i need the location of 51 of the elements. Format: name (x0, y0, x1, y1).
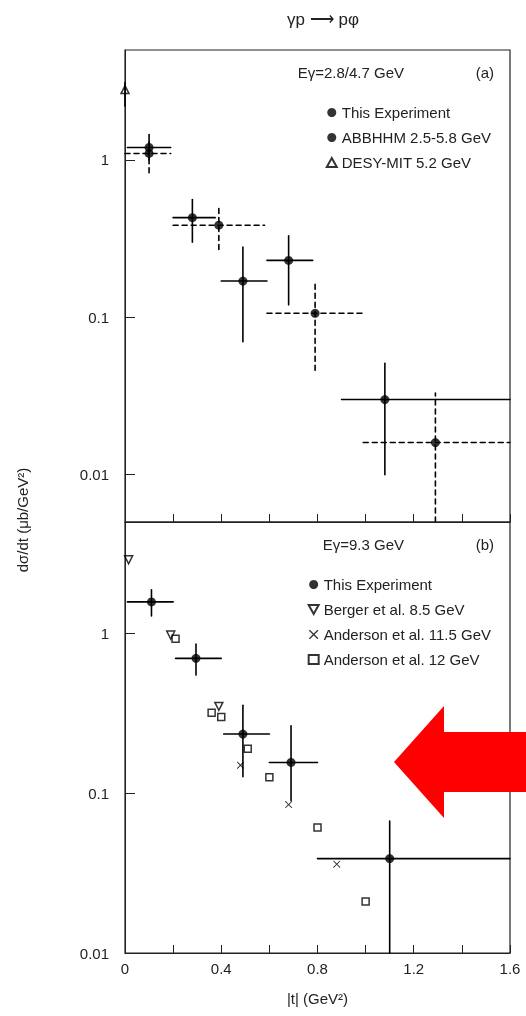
point (361, 897, 370, 906)
point (380, 395, 390, 405)
y-tick-label: 0.1 (88, 784, 109, 802)
legend-label: ABBHHM 2.5-5.8 GeV (341, 129, 492, 146)
annotation: (a) (475, 64, 495, 81)
x-axis-title: |t| (GeV²) (286, 990, 349, 1007)
y-axis-title: dσ/dt (μb/GeV²) (13, 467, 31, 573)
point (238, 276, 248, 286)
legend-label: Anderson et al. 12 GeV (323, 651, 480, 668)
y-tick-label: 1 (100, 625, 109, 643)
point (237, 761, 244, 769)
point (238, 729, 248, 739)
point (165, 630, 176, 640)
point (265, 773, 274, 782)
y-tick-label: 1 (100, 151, 109, 169)
point (286, 757, 296, 767)
legend-label: DESY-MIT 5.2 GeV (341, 154, 472, 171)
point (146, 597, 156, 607)
x-tick-label: 0 (120, 960, 130, 977)
point (123, 555, 134, 565)
point (191, 653, 201, 663)
point (144, 148, 154, 158)
y-tick-label: 0.1 (88, 308, 109, 326)
point (214, 701, 224, 712)
point (120, 84, 130, 95)
annotation: Eγ=9.3 GeV (322, 536, 405, 553)
point (333, 860, 341, 868)
point (214, 220, 224, 230)
point (243, 744, 252, 754)
x-tick-label: 0.4 (210, 960, 232, 977)
legend-label: Berger et al. 8.5 GeV (323, 601, 465, 618)
point (217, 712, 226, 722)
point (284, 255, 294, 265)
x-tick-label: 0.8 (307, 960, 328, 977)
legend-label: Anderson et al. 11.5 GeV (323, 626, 492, 643)
annotation: (b) (475, 536, 495, 553)
y-tick-label: 0.01 (79, 944, 109, 962)
point (310, 308, 320, 318)
annotation: Eγ=2.8/4.7 GeV (297, 64, 405, 81)
point (207, 708, 216, 717)
x-tick-label: 1.6 (499, 960, 521, 977)
point (385, 854, 395, 864)
legend-label: This Experiment (341, 104, 451, 121)
point (430, 438, 440, 448)
point (171, 634, 180, 643)
y-tick-label: 0.01 (79, 466, 109, 484)
point (313, 823, 322, 832)
chart-title: γp ⟶ pφ (287, 10, 359, 29)
point (187, 213, 197, 223)
x-tick-label: 1.2 (403, 960, 425, 977)
legend-label: This Experiment (323, 576, 433, 593)
